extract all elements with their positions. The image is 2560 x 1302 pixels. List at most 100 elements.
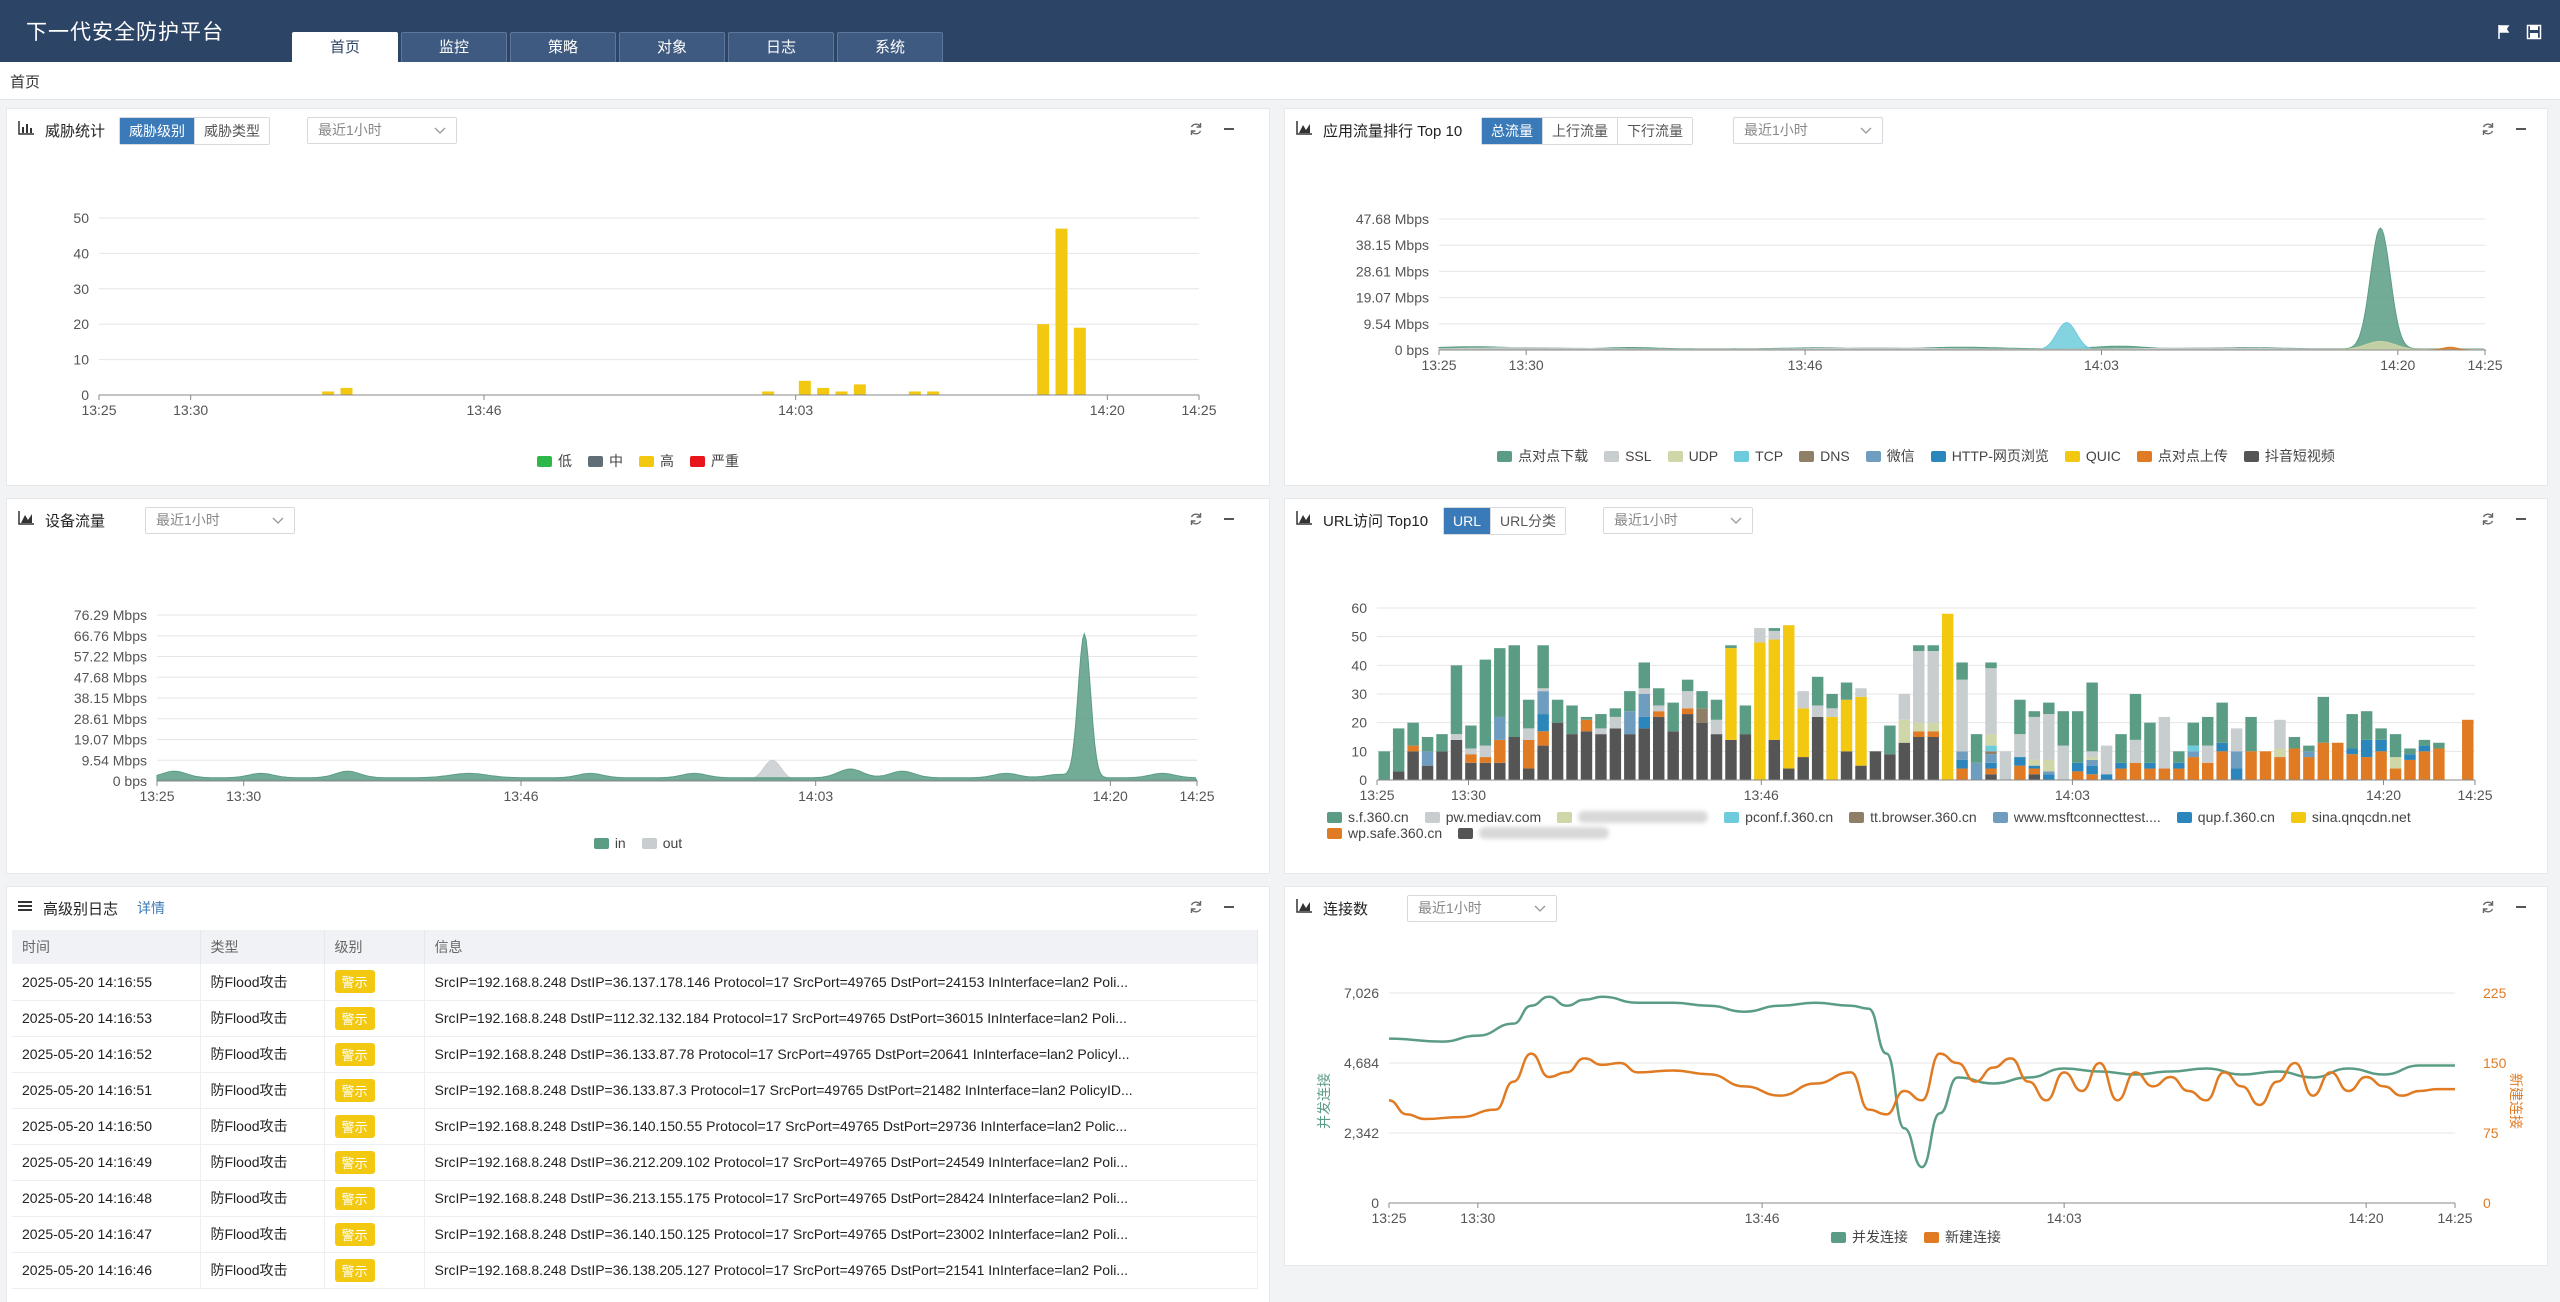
app-legend-item[interactable]: HTTP-网页浏览 [1930, 446, 2049, 466]
minimize-icon[interactable] [2515, 512, 2527, 526]
url-bar-segment [1494, 762, 1506, 780]
refresh-icon[interactable] [2481, 900, 2495, 914]
connections-time-select[interactable]: 最近1小时 [1407, 895, 1557, 922]
nav-tab-system[interactable]: 系统 [837, 32, 943, 62]
url-legend-item[interactable]: pw.mediav.com [1424, 809, 1541, 825]
minimize-icon[interactable] [2515, 900, 2527, 914]
app-legend-item[interactable]: 抖音短视频 [2243, 446, 2335, 466]
threat-type-button[interactable]: 威胁类型 [195, 118, 269, 144]
log-cell-info: SrcIP=192.168.8.248 DstIP=112.32.132.184… [424, 1000, 1258, 1037]
threat-level-button[interactable]: 威胁级别 [120, 118, 195, 144]
save-icon[interactable] [2526, 24, 2542, 40]
conn-legend-item[interactable]: 并发连接 [1831, 1227, 1908, 1247]
url-bar-segment [1537, 691, 1549, 715]
log-row[interactable]: 2025-05-20 14:16:47 防Flood攻击 警示 SrcIP=192.1… [12, 1216, 1258, 1253]
url-bar-segment [1869, 751, 1882, 780]
conn-legend-item[interactable]: 新建连接 [1924, 1227, 2001, 1247]
log-cell-type: 防Flood攻击 [200, 964, 325, 1001]
device-traffic-time-select[interactable]: 最近1小时 [145, 507, 295, 534]
threat-legend-item[interactable]: 低 [537, 451, 572, 471]
url-bar-segment [1580, 716, 1593, 720]
url-time-select[interactable]: 最近1小时 [1603, 507, 1753, 534]
app-legend-item[interactable]: SSL [1604, 446, 1652, 466]
log-row[interactable]: 2025-05-20 14:16:49 防Flood攻击 警示 SrcIP=192.1… [12, 1144, 1258, 1181]
url-category-button[interactable]: URL分类 [1491, 508, 1566, 534]
downstream-traffic-button[interactable]: 下行流量 [1618, 118, 1692, 144]
url-legend-item[interactable]: s.f.360.cn [1327, 809, 1409, 825]
url-legend-item[interactable] [1557, 809, 1709, 825]
url-legend-item[interactable]: sina.qnqcdn.net [2290, 809, 2411, 825]
app-y-tick-label: 0 bps [1395, 342, 1429, 358]
device-legend-item[interactable]: in [593, 835, 626, 851]
conn-y-right-tick-label: 150 [2483, 1055, 2507, 1071]
url-legend-item[interactable]: tt.browser.360.cn [1849, 809, 1977, 825]
app-legend-item[interactable]: QUIC [2064, 446, 2121, 466]
refresh-icon[interactable] [2481, 122, 2495, 136]
app-legend-item[interactable]: 点对点下载 [1497, 446, 1588, 466]
url-bar-segment [1985, 745, 1997, 752]
minimize-icon[interactable] [1223, 512, 1235, 526]
log-row[interactable]: 2025-05-20 14:16:48 防Flood攻击 警示 SrcIP=192.1… [12, 1180, 1258, 1217]
threat-legend-item[interactable]: 高 [639, 451, 674, 471]
log-row[interactable]: 2025-05-20 14:16:53 防Flood攻击 警示 SrcIP=192.1… [12, 1000, 1258, 1037]
refresh-icon[interactable] [1189, 512, 1203, 526]
log-row[interactable]: 2025-05-20 14:16:50 防Flood攻击 警示 SrcIP=192.1… [12, 1108, 1258, 1145]
url-x-tick-label: 14:03 [2055, 787, 2090, 803]
threat-legend-item[interactable]: 中 [588, 451, 623, 471]
nav-tab-log[interactable]: 日志 [728, 32, 834, 62]
url-legend-item[interactable]: pconf.f.360.cn [1724, 809, 1833, 825]
log-cell-time: 2025-05-20 14:16:49 [12, 1144, 201, 1181]
threat-bar [908, 391, 921, 395]
url-bar-segment [1956, 759, 1968, 769]
upstream-traffic-button[interactable]: 上行流量 [1543, 118, 1618, 144]
app-legend-item[interactable]: UDP [1667, 446, 1718, 466]
url-bar-segment [2288, 748, 2301, 780]
url-legend-item[interactable]: qup.f.360.cn [2176, 809, 2275, 825]
nav-tab-home[interactable]: 首页 [292, 32, 398, 62]
threat-legend-item[interactable]: 严重 [690, 451, 739, 471]
device-legend-item[interactable]: out [641, 835, 682, 851]
app-legend-item[interactable]: TCP [1734, 446, 1783, 466]
url-bar-segment [1840, 699, 1853, 752]
flag-icon[interactable] [2496, 24, 2512, 40]
app-legend-item[interactable]: 微信 [1865, 446, 1915, 466]
url-bar-segment [1985, 762, 1997, 769]
device-traffic-panel: 设备流量 最近1小时 0 bps 9.54 Mbps 19.07 Mbps 28.61… [6, 498, 1270, 874]
app-y-tick-label: 47.68 Mbps [1356, 211, 1429, 227]
log-table: 时间 类型 级别 信息 2025-05-20 14:16:55 防Flood攻击警… [12, 930, 1258, 1289]
log-cell-time: 2025-05-20 14:16:48 [12, 1180, 201, 1217]
url-legend-item[interactable]: wp.safe.360.cn [1327, 825, 1442, 841]
nav-tab-monitor[interactable]: 监控 [401, 32, 507, 62]
log-row[interactable]: 2025-05-20 14:16:46 防Flood攻击 警示 SrcIP=192.1… [12, 1252, 1258, 1289]
log-detail-link[interactable]: 详情 [137, 900, 165, 916]
url-bar-segment [2187, 745, 2199, 752]
refresh-icon[interactable] [2481, 512, 2495, 526]
log-row[interactable]: 2025-05-20 14:16:52 防Flood攻击 警示 SrcIP=192.1… [12, 1036, 1258, 1073]
conn-y-tick-label: 2,342 [1344, 1125, 1379, 1141]
minimize-icon[interactable] [1223, 122, 1235, 136]
threat-time-select[interactable]: 最近1小时 [307, 117, 457, 144]
url-bar-segment [1999, 751, 2012, 780]
url-bar-segment [1681, 679, 1694, 692]
app-traffic-time-select[interactable]: 最近1小时 [1733, 117, 1883, 144]
log-row[interactable]: 2025-05-20 14:16:55 防Flood攻击 警示 SrcIP=192.1… [12, 964, 1258, 1001]
url-legend-item[interactable] [1458, 825, 1610, 841]
url-button[interactable]: URL [1444, 508, 1492, 534]
refresh-icon[interactable] [1189, 122, 1203, 136]
url-legend-item[interactable]: www.msftconnecttest.... [1992, 809, 2161, 825]
refresh-icon[interactable] [1189, 900, 1203, 914]
device-y-tick-label: 9.54 Mbps [82, 752, 147, 768]
nav-tab-policy[interactable]: 策略 [510, 32, 616, 62]
total-traffic-button[interactable]: 总流量 [1482, 118, 1543, 144]
url-bar-segment [2274, 748, 2286, 758]
url-bar-segment [1739, 705, 1752, 735]
log-row[interactable]: 2025-05-20 14:16:51 防Flood攻击 警示 SrcIP=192.1… [12, 1072, 1258, 1109]
minimize-icon[interactable] [2515, 122, 2527, 136]
nav-tab-object[interactable]: 对象 [619, 32, 725, 62]
minimize-icon[interactable] [1223, 900, 1235, 914]
url-bar-segment [1378, 751, 1390, 780]
area-chart-icon [1296, 899, 1312, 913]
app-legend-item[interactable]: 点对点上传 [2136, 446, 2228, 466]
app-legend-item[interactable]: DNS [1799, 446, 1850, 466]
url-bar-segment [2158, 716, 2171, 769]
